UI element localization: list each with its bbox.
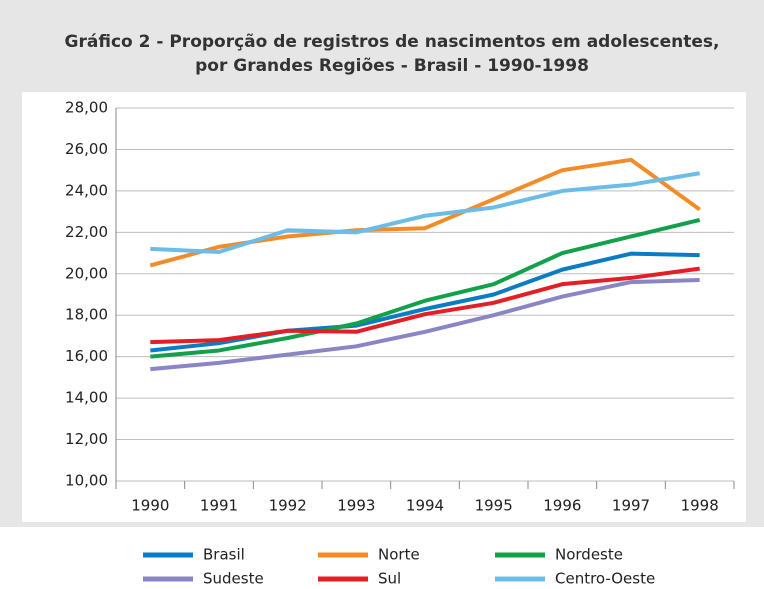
x-tick-label: 1993 — [337, 497, 375, 515]
chart-title: por Grandes Regiões - Brasil - 1990-1998 — [195, 56, 589, 76]
y-tick-label: 16,00 — [65, 347, 108, 365]
series-line — [150, 171, 700, 255]
x-tick-label: 1991 — [200, 497, 238, 515]
plot-panel — [22, 92, 746, 522]
x-tick-label: 1990 — [131, 497, 169, 515]
y-tick-label: 18,00 — [65, 306, 108, 324]
legend-label: Brasil — [203, 546, 245, 564]
y-tick-label: 26,00 — [65, 140, 108, 158]
chart-title: Gráfico 2 - Proporção de registros de na… — [65, 32, 720, 52]
series-line — [150, 266, 700, 345]
series-line — [150, 217, 701, 359]
y-tick-label: 14,00 — [65, 389, 108, 407]
series-line — [150, 251, 700, 353]
x-tick-label: 1997 — [612, 497, 650, 515]
x-tick-label: 1994 — [406, 497, 444, 515]
y-tick-label: 22,00 — [65, 223, 108, 241]
legend-label: Sudeste — [203, 570, 264, 588]
y-tick-label: 20,00 — [65, 264, 108, 282]
x-tick-label: 1992 — [269, 497, 307, 515]
y-tick-label: 24,00 — [65, 181, 108, 199]
legend-label: Centro-Oeste — [555, 570, 655, 588]
x-tick-label: 1998 — [681, 497, 719, 515]
y-tick-label: 28,00 — [65, 99, 108, 117]
y-tick-label: 10,00 — [65, 472, 108, 490]
series-line — [150, 277, 700, 372]
y-tick-label: 12,00 — [65, 430, 108, 448]
x-tick-label: 1996 — [543, 497, 581, 515]
x-tick-label: 1995 — [475, 497, 513, 515]
legend-label: Norte — [378, 546, 420, 564]
legend-label: Nordeste — [555, 546, 623, 564]
legend-label: Sul — [378, 570, 401, 588]
